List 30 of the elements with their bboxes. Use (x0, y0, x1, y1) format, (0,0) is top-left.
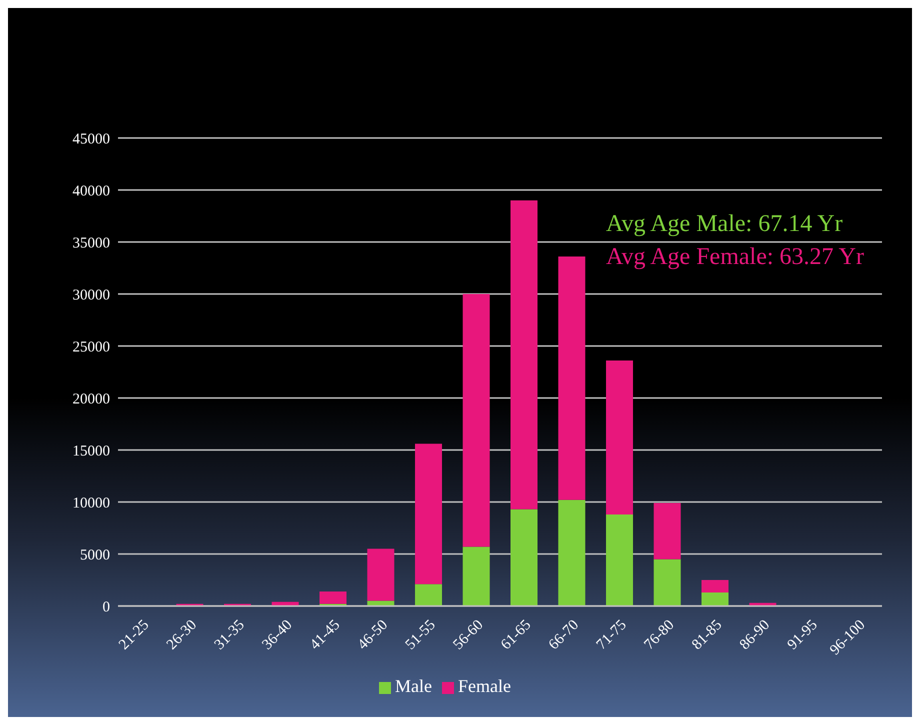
y-tick-label: 10000 (72, 495, 110, 512)
annotation: Avg Age Male: 67.14 Yr (606, 210, 844, 239)
y-tick-label: 25000 (72, 339, 110, 356)
bar (654, 503, 681, 560)
legend-label: Male (395, 676, 432, 696)
legend-label: Female (458, 676, 511, 696)
y-tick-label: 0 (102, 599, 110, 616)
bar (654, 559, 681, 606)
y-tick-label: 30000 (72, 287, 110, 304)
y-tick-label: 40000 (72, 183, 110, 200)
y-tick-label: 45000 (72, 131, 110, 148)
bar (558, 256, 586, 500)
bar (462, 546, 490, 606)
bar (510, 200, 538, 510)
y-tick-label: 20000 (72, 391, 110, 408)
bar (558, 500, 586, 606)
bar (415, 584, 442, 606)
bar (367, 548, 394, 601)
bar (606, 514, 634, 606)
bar (320, 591, 347, 604)
y-tick-label: 5000 (80, 547, 110, 564)
y-tick-label: 35000 (72, 235, 110, 252)
bar (510, 509, 538, 606)
bar (606, 360, 634, 514)
y-tick-label: 15000 (72, 443, 110, 460)
annotation: Avg Age Female: 63.27 Yr (606, 243, 864, 272)
bar (415, 444, 442, 584)
bar (702, 580, 729, 592)
bar (702, 592, 729, 606)
bar (462, 294, 490, 547)
